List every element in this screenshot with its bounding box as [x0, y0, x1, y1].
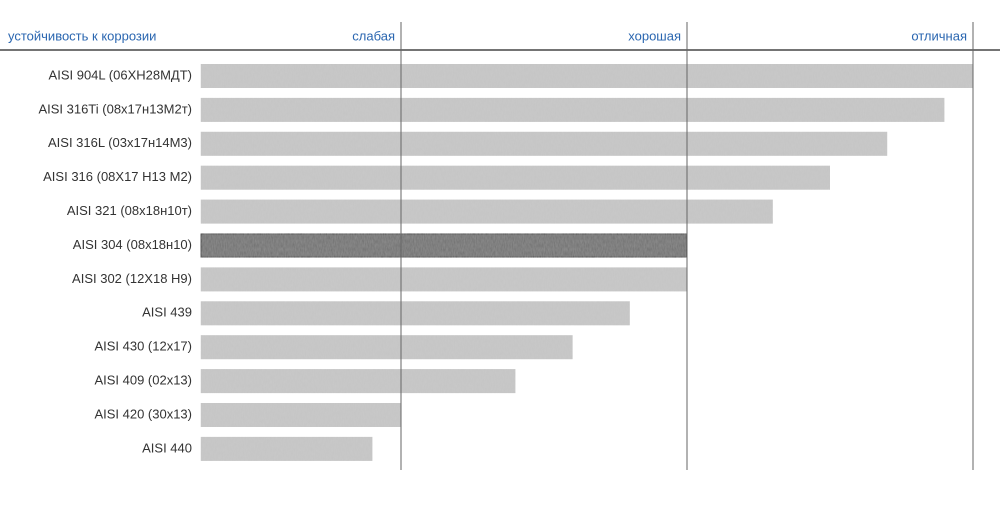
- y-tick-label: AISI 316L (03х17н14М3): [48, 135, 192, 150]
- x-tick-label: отличная: [911, 28, 967, 43]
- y-tick-label: AISI 430 (12х17): [94, 339, 192, 354]
- bar: [200, 369, 516, 394]
- y-tick-label: AISI 409 (02х13): [94, 373, 192, 388]
- bar: [200, 97, 945, 122]
- bar: [200, 403, 401, 427]
- bar: [200, 232, 688, 259]
- bar: [200, 335, 573, 360]
- y-tick-label: AISI 302 (12Х18 Н9): [72, 271, 192, 286]
- y-tick-label: AISI 439: [142, 305, 192, 320]
- bar: [200, 64, 974, 88]
- bar: [200, 165, 831, 190]
- y-tick-label: AISI 304 (08х18н10): [73, 237, 192, 252]
- axis-label: устойчивость к коррозии: [8, 28, 156, 43]
- bar: [200, 199, 773, 224]
- y-tick-label: AISI 904L (06ХН28МДТ): [49, 67, 192, 82]
- bar: [200, 436, 373, 461]
- y-tick-label: AISI 316Ti (08х17н13М2т): [38, 101, 192, 116]
- bar: [200, 131, 888, 156]
- x-tick-label: хорошая: [628, 28, 681, 43]
- y-tick-label: AISI 316 (08Х17 Н13 М2): [43, 169, 192, 184]
- bar: [200, 267, 688, 292]
- y-tick-label: AISI 440: [142, 440, 192, 455]
- bar: [200, 301, 630, 326]
- x-tick-label: слабая: [352, 28, 395, 43]
- y-tick-label: AISI 321 (08х18н10т): [67, 203, 192, 218]
- y-tick-label: AISI 420 (30х13): [94, 406, 192, 421]
